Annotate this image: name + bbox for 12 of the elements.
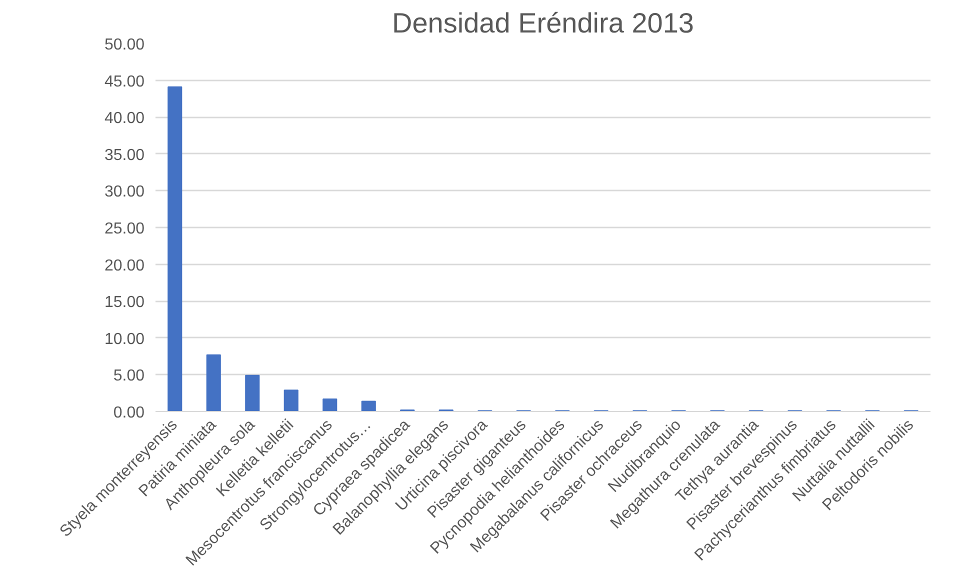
y-tick-label: 30.00 [104,184,145,201]
y-tick-label: 20.00 [104,257,145,274]
chart-title: Densidad Eréndira 2013 [392,8,694,38]
y-tick-label: 15.00 [104,294,145,312]
y-tick-label: 10.00 [104,330,145,348]
y-tick-label: 50.00 [104,36,145,54]
y-tick-label: 45.00 [104,73,145,90]
y-tick-label: 5.00 [113,368,145,385]
y-tick-label: 25.00 [104,220,145,238]
y-tick-label: 40.00 [104,110,145,128]
y-tick-label: 0.00 [113,404,145,422]
y-tick-label: 35.00 [104,146,145,164]
